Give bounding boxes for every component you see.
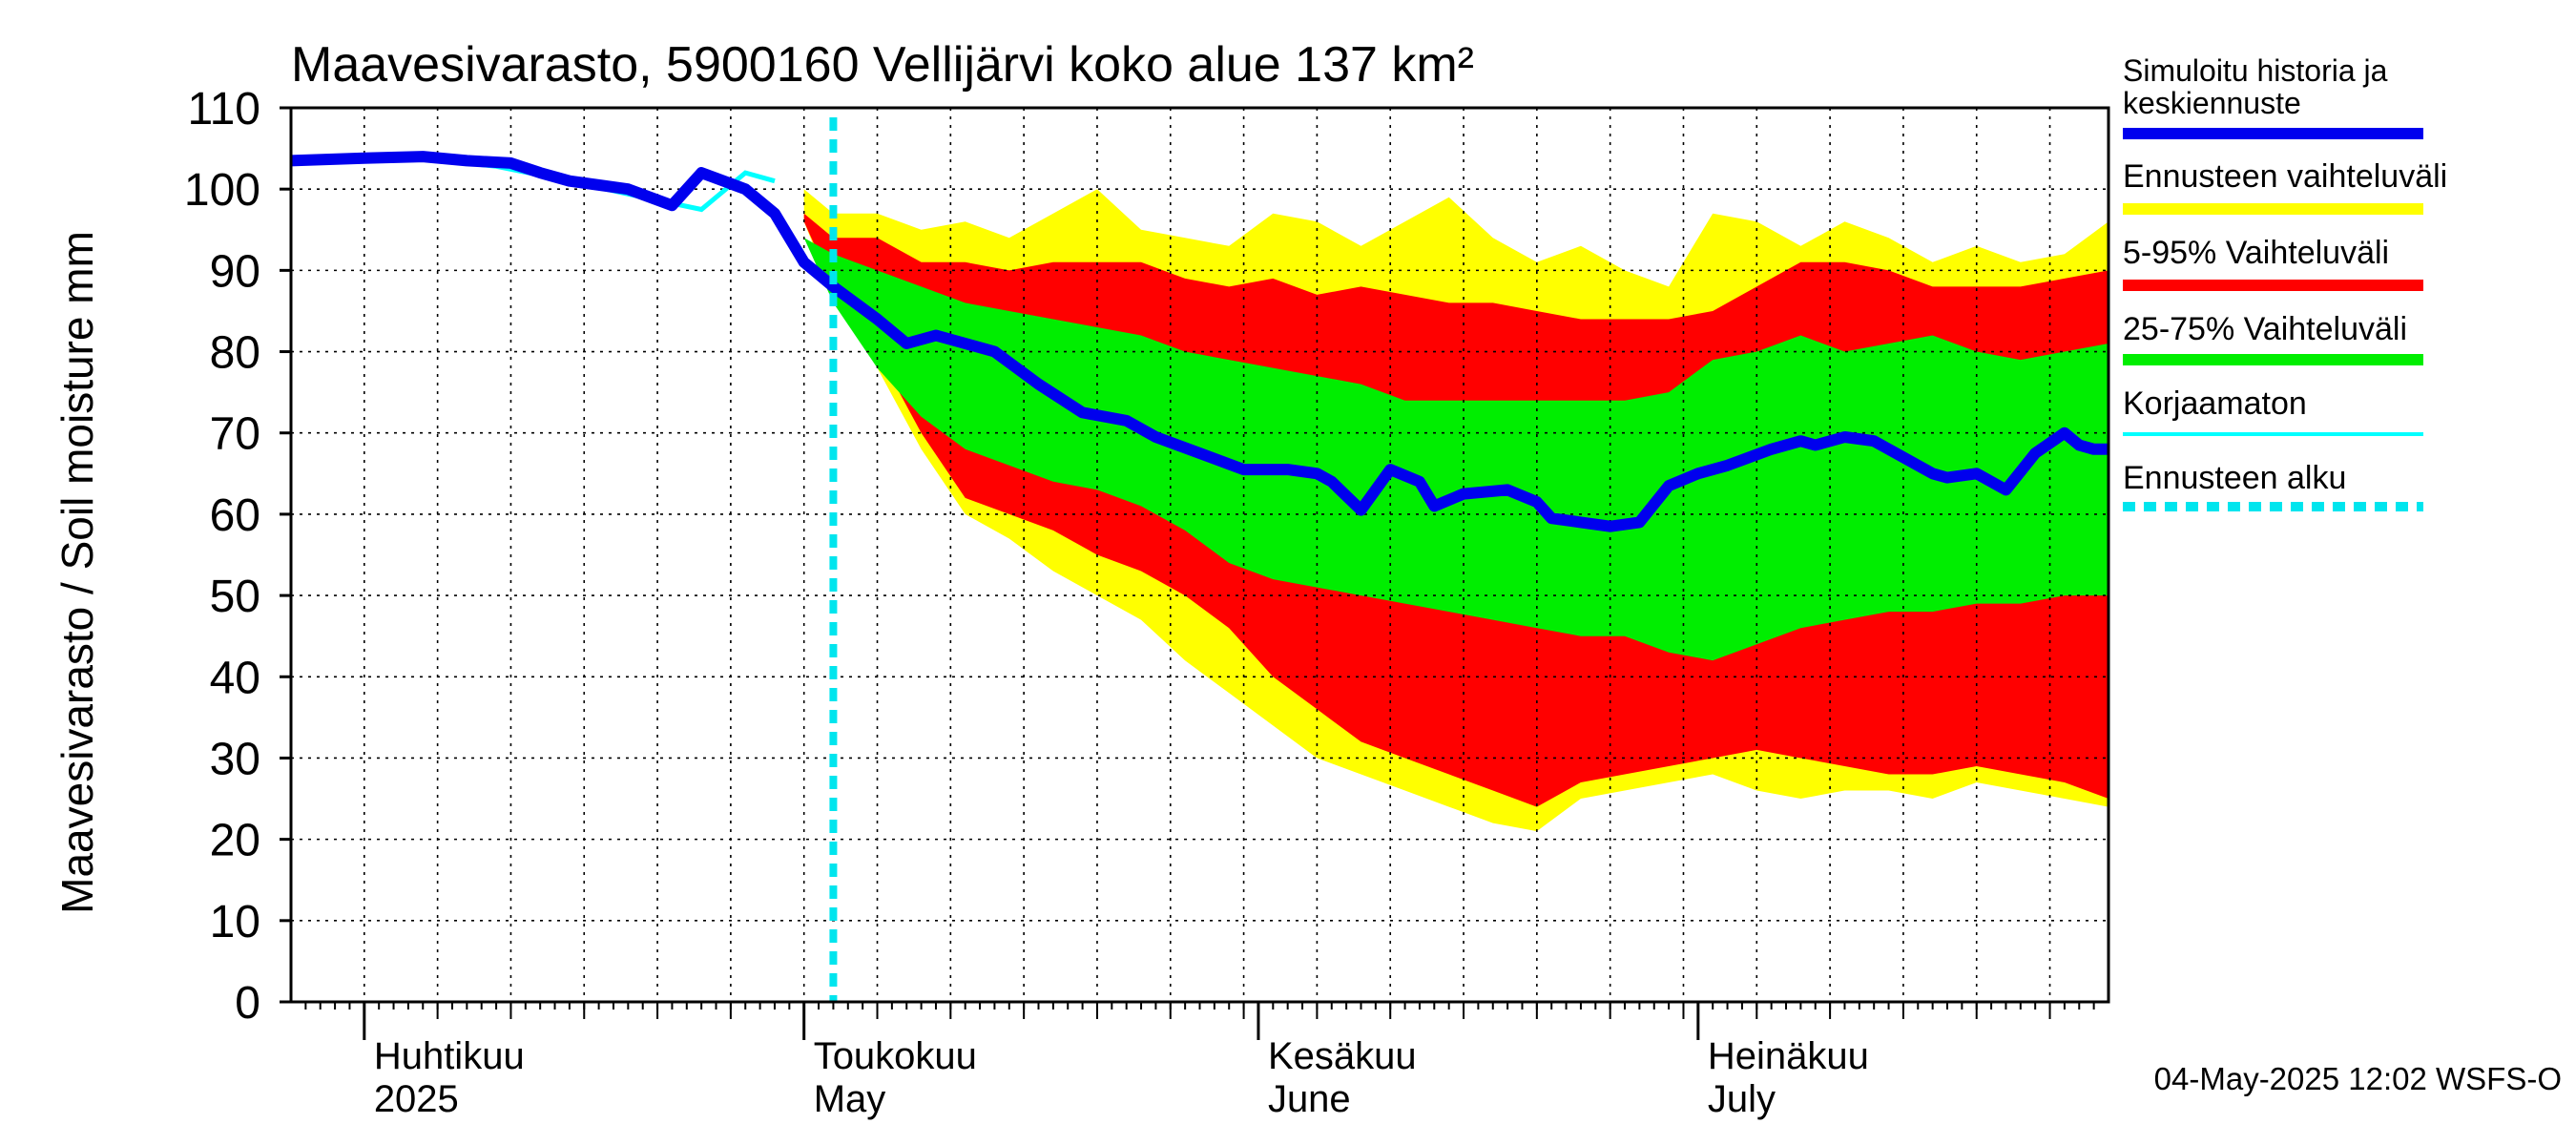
- y-tick-label: 60: [210, 490, 260, 541]
- x-month-label: Huhtikuu: [374, 1035, 525, 1077]
- legend-label: Simuloitu historia ja: [2123, 53, 2388, 88]
- y-tick-label: 90: [210, 246, 260, 297]
- series-lines: [290, 117, 2109, 1002]
- band-25-75: [803, 238, 2109, 661]
- y-tick-label: 110: [187, 84, 260, 135]
- legend-item: Korjaamaton: [2123, 385, 2423, 436]
- y-tick-label: 30: [210, 734, 260, 784]
- legend-item: Ennusteen vaihteluväli: [2123, 158, 2447, 215]
- chart-grid: [291, 108, 2109, 1002]
- y-tick-label: 80: [210, 328, 260, 379]
- x-month-label: Toukokuu: [814, 1035, 977, 1077]
- y-tick-label: 50: [210, 572, 260, 622]
- y-tick-label: 70: [210, 409, 260, 460]
- legend-item: Ennusteen alku: [2123, 460, 2423, 511]
- legend-label: Ennusteen vaihteluväli: [2123, 158, 2447, 195]
- x-month-label: Heinäkuu: [1708, 1035, 1869, 1077]
- chart-title: Maavesivarasto, 5900160 Vellijärvi koko …: [291, 37, 1474, 93]
- x-month-sublabel: July: [1708, 1078, 1776, 1120]
- x-month-sublabel: 2025: [374, 1078, 459, 1120]
- legend-label: 5-95% Vaihteluväli: [2123, 235, 2389, 271]
- x-month-sublabel: May: [814, 1078, 886, 1120]
- x-month-label: Kesäkuu: [1268, 1035, 1417, 1077]
- legend-label: 25-75% Vaihteluväli: [2123, 311, 2407, 347]
- legend-label: Korjaamaton: [2123, 385, 2307, 422]
- timestamp-footer: 04-May-2025 12:02 WSFS-O: [2154, 1061, 2562, 1096]
- y-tick-label: 10: [210, 897, 260, 947]
- y-axis-label: Maavesivarasto / Soil moisture mm: [52, 231, 102, 914]
- legend-label: Ennusteen alku: [2123, 460, 2346, 496]
- x-month-sublabel: June: [1268, 1078, 1351, 1120]
- legend-label: keskiennuste: [2123, 86, 2301, 120]
- legend-item: 5-95% Vaihteluväli: [2123, 235, 2423, 291]
- y-tick-label: 100: [184, 165, 260, 216]
- y-tick-label: 0: [235, 978, 260, 1029]
- y-tick-label: 20: [210, 816, 260, 866]
- forecast-bands: [803, 189, 2109, 832]
- legend-item: 25-75% Vaihteluväli: [2123, 311, 2423, 365]
- median-line: [290, 151, 2109, 532]
- y-tick-label: 40: [210, 653, 260, 703]
- y-axis: 0 10 20 30 40 50 60 70 80 90 100 110: [184, 84, 291, 1029]
